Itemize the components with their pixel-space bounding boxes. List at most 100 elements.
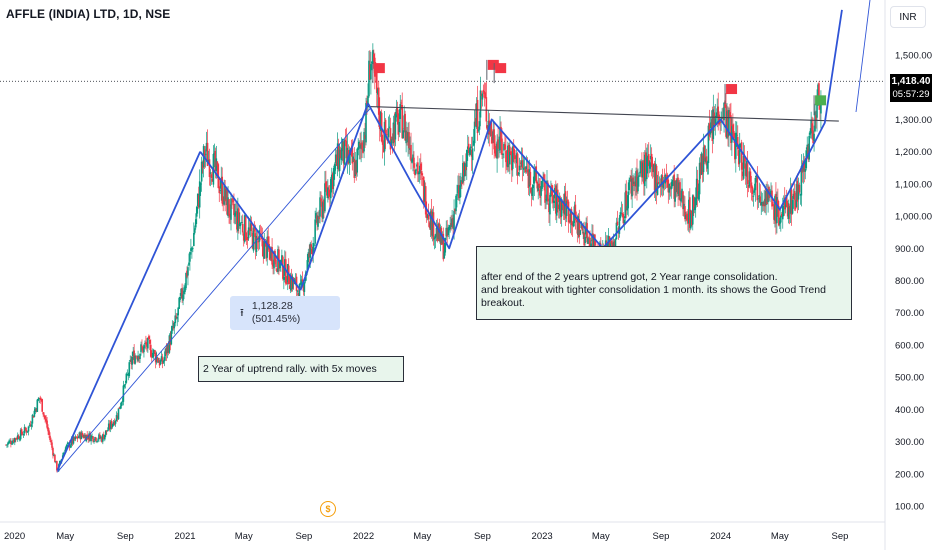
candle-up <box>426 214 429 219</box>
candle-down <box>413 157 415 168</box>
candle-up <box>633 181 635 184</box>
candle-up <box>748 171 751 187</box>
candle-down <box>79 432 82 440</box>
candle-down <box>793 191 796 200</box>
candle-up <box>726 111 728 139</box>
candle-up <box>593 234 595 248</box>
candle-down <box>142 347 144 353</box>
candle-down <box>82 435 85 438</box>
candle-down <box>355 160 358 175</box>
candle-down <box>49 435 51 441</box>
candle-up <box>270 247 272 259</box>
candle-down <box>396 107 399 115</box>
candle-down <box>504 144 506 150</box>
candle-up <box>173 322 176 329</box>
candle-down <box>389 128 392 150</box>
candle-up <box>352 156 355 162</box>
candle-up <box>194 228 196 233</box>
candle-up <box>688 199 690 224</box>
candle-down <box>226 188 228 215</box>
candle-down <box>571 222 574 226</box>
dividend-icon[interactable]: $ <box>320 501 336 517</box>
candle-down <box>630 175 632 194</box>
candle-up <box>143 345 145 353</box>
candle-down <box>261 235 264 247</box>
candle-down <box>95 437 97 442</box>
candle-down <box>318 216 320 220</box>
annotation-note-consolidation[interactable]: after end of the 2 years uptrend got, 2 … <box>476 246 852 320</box>
candle-up <box>649 155 652 160</box>
candle-down <box>766 190 768 205</box>
candle-down <box>236 211 238 230</box>
candle-up <box>18 438 21 440</box>
candle-up <box>739 144 742 146</box>
candle-down <box>420 171 423 176</box>
candle-up <box>14 437 16 443</box>
candle-down <box>308 252 311 258</box>
candle-down <box>530 188 533 195</box>
candle-down <box>722 117 724 120</box>
candle-down <box>153 351 156 353</box>
candle-down <box>345 140 348 159</box>
candle-down <box>116 416 119 419</box>
candle-up <box>499 127 501 151</box>
candle-down <box>138 356 140 360</box>
candle-up <box>199 183 202 185</box>
candle-down <box>508 144 510 164</box>
candle-down <box>788 205 791 213</box>
candle-up <box>475 103 478 128</box>
candle-up <box>735 132 737 159</box>
candle-down <box>400 102 403 104</box>
candle-up <box>797 184 800 200</box>
candle-up <box>219 190 222 191</box>
candle-up <box>791 200 794 214</box>
candle-down <box>650 153 653 167</box>
candle-up <box>314 219 316 244</box>
candle-up <box>6 444 8 446</box>
candle-up <box>123 384 126 387</box>
candle-up <box>402 130 404 139</box>
candle-up <box>681 188 683 199</box>
candle-up <box>237 208 239 232</box>
y-tick-label: 1,000.00 <box>895 212 932 223</box>
candle-down <box>328 189 330 197</box>
dividend-icon-symbol: $ <box>325 504 331 514</box>
candle-up <box>329 178 332 199</box>
candle-down <box>229 213 231 218</box>
candle-up <box>184 286 186 292</box>
candle-up <box>371 61 373 64</box>
candle-up <box>333 164 336 171</box>
annotation-note-uptrend[interactable]: 2 Year of uptrend rally. with 5x moves <box>198 356 404 382</box>
y-tick-label: 900.00 <box>895 244 924 255</box>
candle-up <box>343 139 346 165</box>
candle-down <box>24 428 27 430</box>
candle-up <box>249 223 252 232</box>
candle-down <box>665 176 668 178</box>
candle-up <box>799 194 802 196</box>
candle-down <box>730 115 732 144</box>
candle-down <box>692 196 695 210</box>
candle-down <box>465 166 467 171</box>
candle-up <box>313 244 315 246</box>
candle-up <box>507 145 509 168</box>
candle-down <box>581 224 584 231</box>
channel-line <box>57 107 371 473</box>
candle-down <box>311 248 314 255</box>
candle-down <box>56 461 58 471</box>
candle-down <box>490 122 493 137</box>
candle-down <box>567 201 570 223</box>
candle-up <box>23 427 26 434</box>
candle-down <box>364 135 366 139</box>
candle-down <box>480 93 483 97</box>
candle-down <box>454 209 456 212</box>
candle-down <box>272 262 274 267</box>
price-range-measure[interactable]: ⭱ 1,128.28 (501.45%) <box>230 296 340 330</box>
candle-up <box>481 93 484 100</box>
candle-down <box>557 204 560 210</box>
currency-button[interactable]: INR <box>890 6 926 28</box>
candle-up <box>615 222 618 240</box>
candle-down <box>35 408 38 412</box>
candle-up <box>252 227 255 251</box>
candle-down <box>616 221 619 225</box>
